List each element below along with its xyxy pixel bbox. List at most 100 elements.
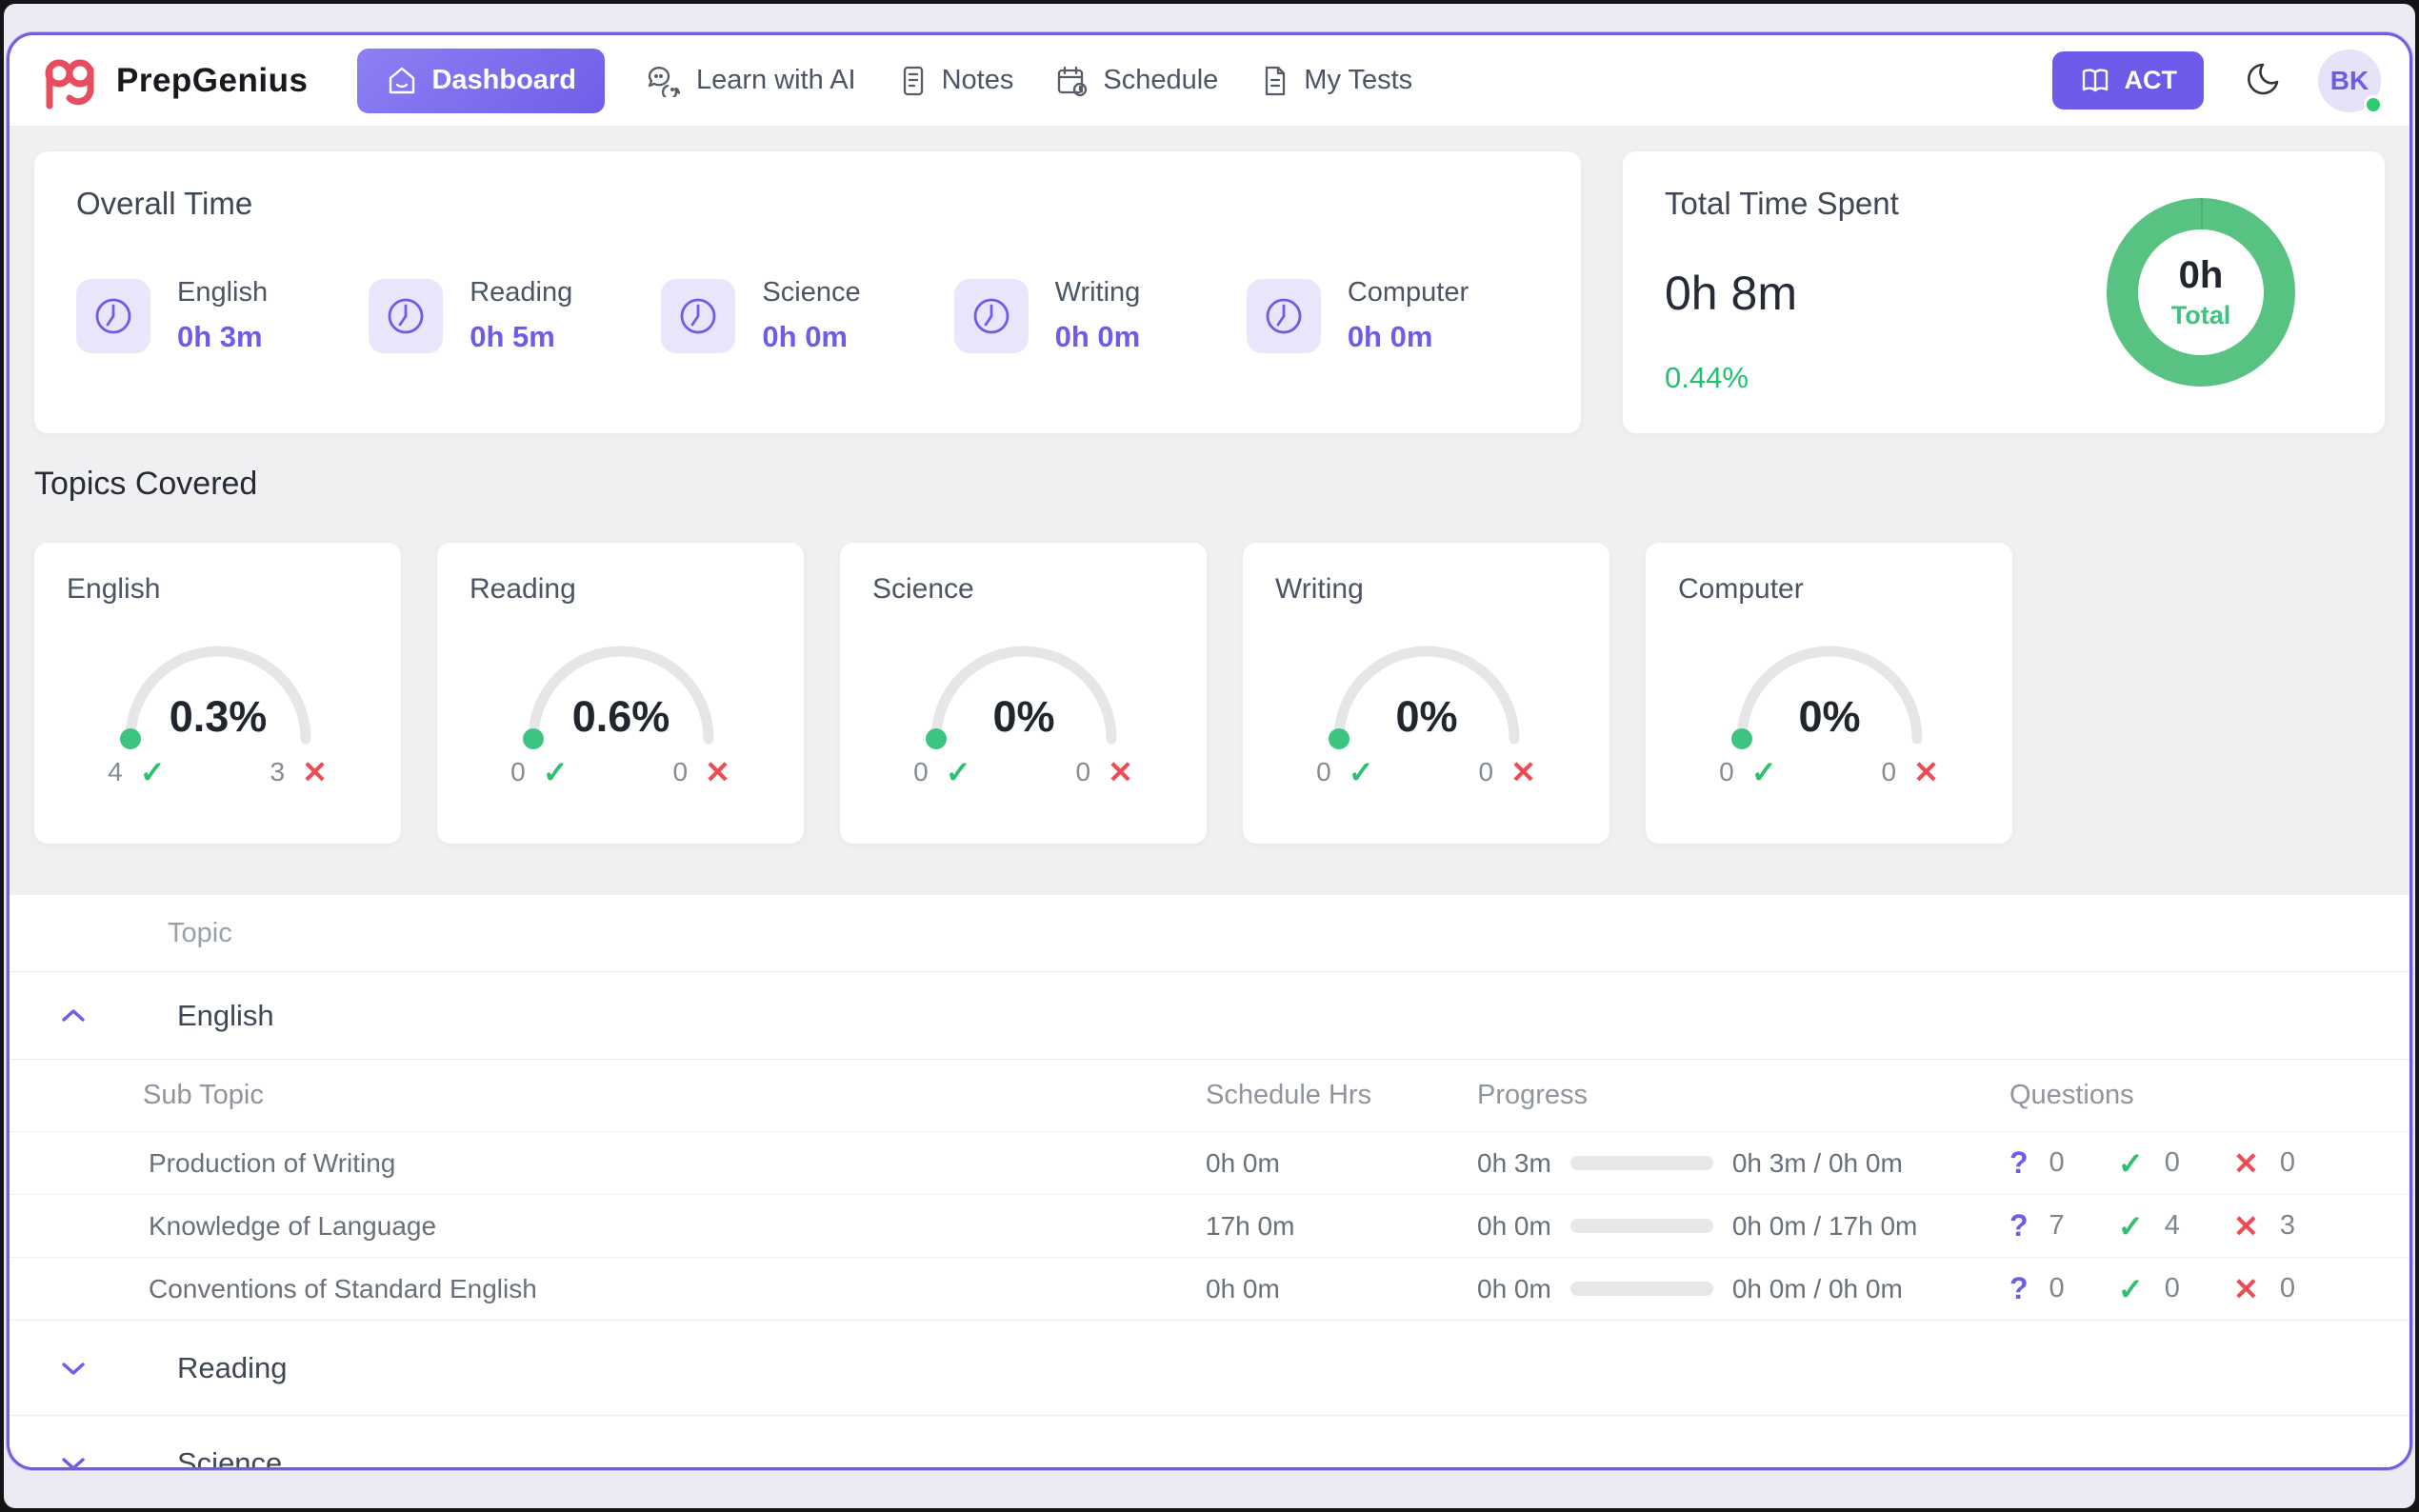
nav-label: Dashboard	[431, 65, 576, 95]
topic-card-computer: Computer 0% 0 ✓ 0 ✕	[1646, 543, 2012, 844]
chevron-down-icon	[62, 1362, 85, 1375]
question-icon: ?	[2009, 1208, 2029, 1243]
topic-card-title: Writing	[1275, 573, 1364, 605]
pg-logo-icon	[45, 59, 94, 109]
dashboard-main: Overall Time English 0h 3m	[10, 127, 2409, 1467]
cross-icon: ✕	[2233, 1271, 2259, 1306]
expand-toggle[interactable]	[59, 1454, 93, 1467]
clock-icon	[681, 298, 716, 333]
nav-item-dashboard[interactable]: Dashboard	[357, 48, 605, 113]
sub-topic-row: Production of Writing 0h 0m 0h 3m 0h 3m …	[10, 1131, 2409, 1194]
gauge-chart: 0.3%	[119, 646, 310, 749]
subject-time: 0h 5m	[470, 320, 555, 353]
subject-time-science: Science 0h 0m	[661, 277, 953, 354]
table-header-row: Topic	[10, 895, 2409, 971]
subject-name: Reading	[470, 277, 573, 308]
questions-correct: ✓ 0	[2117, 1145, 2180, 1181]
subject-time: 0h 0m	[1347, 320, 1433, 353]
topic-card-writing: Writing 0% 0 ✓ 0 ✕	[1243, 543, 1609, 844]
check-icon: ✓	[945, 755, 971, 789]
clock-icon	[95, 298, 131, 333]
header-right-controls: ACT BK	[2051, 49, 2383, 114]
clock-icon	[388, 298, 424, 333]
clock-chip	[76, 278, 150, 353]
overall-time-subjects: English 0h 3m	[76, 277, 1539, 354]
nav-label: Notes	[941, 65, 1014, 95]
check-icon: ✓	[2117, 1208, 2144, 1243]
gauge-percent: 0%	[992, 692, 1054, 741]
col-schedule-hrs: Schedule Hrs	[1206, 1080, 1372, 1110]
wrong-count: 3 ✕	[270, 755, 328, 789]
schedule-hrs-value: 17h 0m	[1206, 1210, 1295, 1241]
donut-center-label: Total	[2170, 301, 2231, 329]
dark-mode-toggle[interactable]	[2240, 60, 2282, 102]
topic-card-title: Computer	[1678, 573, 1804, 605]
cross-icon: ✕	[302, 755, 328, 789]
col-questions: Questions	[2009, 1080, 2134, 1110]
collapse-toggle[interactable]	[59, 1006, 93, 1025]
document-icon	[1266, 66, 1286, 95]
check-icon: ✓	[1348, 755, 1374, 789]
expand-toggle[interactable]	[59, 1359, 93, 1378]
chevron-down-icon	[62, 1457, 85, 1467]
wrong-count: 0 ✕	[1881, 755, 1939, 789]
subject-time-computer: Computer 0h 0m	[1246, 277, 1539, 354]
subject-time-english: English 0h 3m	[76, 277, 369, 354]
topic-column-header: Topic	[168, 917, 232, 948]
chat-bubbles-icon	[648, 66, 681, 97]
clock-chip	[953, 278, 1029, 353]
nav-item-learn-with-ai[interactable]: Learn with AI	[647, 65, 856, 97]
home-icon	[390, 67, 415, 93]
gauge-chart: 0%	[925, 646, 1116, 749]
progress-bar	[1569, 1156, 1713, 1170]
gauge-chart: 0.6%	[522, 646, 713, 749]
sub-topic-row: Knowledge of Language 17h 0m 0h 0m 0h 0m…	[10, 1194, 2409, 1257]
book-icon	[2082, 68, 2108, 91]
questions-wrong: ✕ 0	[2233, 1271, 2295, 1306]
questions-pending: ? 0	[2009, 1271, 2065, 1305]
correct-count: 0 ✓	[1719, 755, 1777, 789]
sub-table-header: Sub Topic Schedule Hrs Progress Question…	[10, 1059, 2409, 1131]
clock-icon	[1266, 298, 1302, 333]
topic-row-label: English	[177, 998, 274, 1032]
topic-card-title: English	[67, 573, 161, 605]
nav-item-schedule[interactable]: Schedule	[1055, 65, 1218, 97]
app-title: PrepGenius	[116, 61, 309, 99]
subject-name: Writing	[1054, 277, 1141, 308]
nav-label: Learn with AI	[695, 65, 856, 95]
subject-name: English	[177, 277, 269, 308]
wrong-count: 0 ✕	[1478, 755, 1536, 789]
donut-center-value: 0h	[2178, 254, 2224, 296]
nav-item-my-tests[interactable]: My Tests	[1260, 65, 1412, 97]
topic-row-english[interactable]: English	[10, 971, 2409, 1059]
topic-card-english: English 0.3% 4 ✓ 3 ✕	[34, 543, 401, 844]
clock-icon	[973, 298, 1010, 333]
gauge-percent: 0.3%	[169, 692, 267, 741]
check-icon: ✓	[1750, 755, 1777, 789]
user-avatar[interactable]: BK	[2318, 49, 2383, 114]
cross-icon: ✕	[1108, 755, 1133, 789]
topic-row-label: Reading	[177, 1350, 288, 1384]
avatar-initials: BK	[2329, 65, 2369, 95]
correct-count: 0 ✓	[913, 755, 971, 789]
chevron-up-icon	[62, 1008, 85, 1022]
nav-label: My Tests	[1304, 65, 1413, 95]
topic-row-reading[interactable]: Reading	[10, 1320, 2409, 1415]
col-sub-topic: Sub Topic	[143, 1080, 264, 1110]
progress-detail: 0h 0m / 17h 0m	[1731, 1210, 1918, 1241]
overall-time-card: Overall Time English 0h 3m	[34, 151, 1581, 433]
subject-time-reading: Reading 0h 5m	[369, 277, 661, 354]
schedule-hrs-value: 0h 0m	[1206, 1273, 1280, 1303]
question-icon: ?	[2009, 1145, 2029, 1180]
schedule-hrs-value: 0h 0m	[1206, 1147, 1280, 1178]
act-test-button[interactable]: ACT	[2051, 51, 2204, 109]
gauge-percent: 0%	[1395, 692, 1457, 741]
topics-covered-heading: Topics Covered	[34, 466, 258, 502]
nav-item-notes[interactable]: Notes	[898, 65, 1014, 97]
sub-topic-name: Knowledge of Language	[149, 1210, 437, 1241]
progress-time: 0h 3m	[1477, 1147, 1551, 1178]
moon-icon	[2248, 63, 2279, 94]
overall-time-title: Overall Time	[76, 186, 253, 221]
brand-logo[interactable]: PrepGenius	[38, 50, 308, 111]
topic-row-science[interactable]: Science	[10, 1415, 2409, 1467]
